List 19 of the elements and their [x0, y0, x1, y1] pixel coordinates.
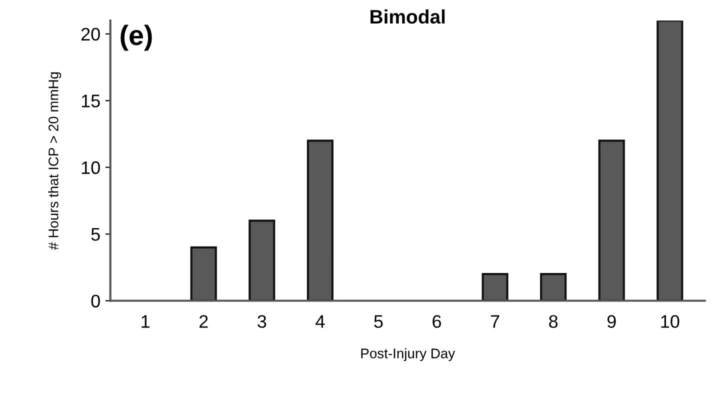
x-axis-title: Post-Injury Day	[361, 348, 456, 362]
annotation: (e)	[120, 24, 152, 51]
x-tick-label: 1	[142, 315, 150, 328]
y-axis-title: # Hours that ICP > 20 mmHg	[48, 72, 62, 250]
y-tick-label: 15	[82, 94, 100, 108]
y-tick-label: 0	[91, 294, 100, 308]
y-tick-label: 20	[81, 28, 100, 41]
x-tick-label: 5	[374, 315, 383, 328]
x-tick-label: 9	[607, 315, 616, 328]
x-tick-label: 2	[200, 315, 208, 328]
x-tick-label: 3	[258, 315, 266, 328]
chart-title: Bimodal	[370, 9, 445, 24]
x-tick-label: 7	[490, 315, 500, 328]
x-tick-label: 10	[661, 315, 680, 328]
x-tick-label: 4	[316, 315, 325, 328]
x-tick-label: 8	[549, 315, 558, 328]
y-tick-label: 10	[82, 161, 100, 174]
y-tick-label: 5	[91, 228, 100, 241]
x-tick-label: 6	[432, 315, 441, 328]
